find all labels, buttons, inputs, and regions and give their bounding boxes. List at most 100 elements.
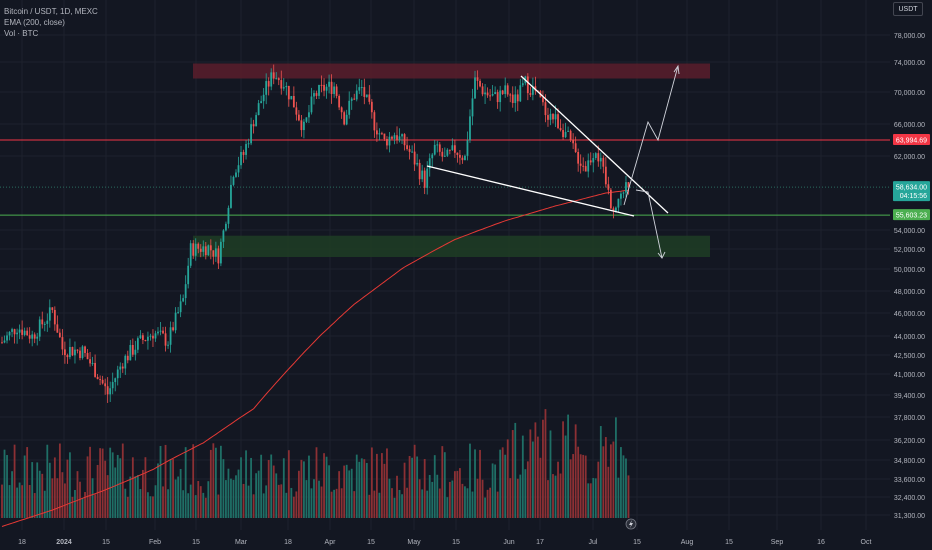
volume-bar — [325, 456, 328, 518]
volume-bar — [1, 484, 3, 518]
volume-bar — [594, 478, 597, 518]
volume-bar — [388, 478, 391, 518]
ema-legend-label[interactable]: EMA (200, close) — [4, 18, 65, 27]
candle-body — [375, 130, 378, 135]
candle-body — [111, 382, 114, 389]
volume-bar — [401, 494, 403, 518]
volume-bar — [363, 459, 366, 518]
candle-body — [519, 85, 522, 102]
candle-body — [567, 130, 569, 132]
candle-body — [33, 334, 36, 339]
candle-body — [486, 92, 489, 96]
candle-body — [227, 207, 230, 224]
candle-body — [531, 86, 534, 95]
candle-body — [577, 151, 580, 164]
candle-body — [360, 87, 363, 89]
candle-body — [587, 160, 590, 172]
volume-bar — [491, 463, 494, 518]
candle-body — [230, 184, 232, 208]
support-price-tag: 55,603.23 — [896, 213, 927, 220]
volume-bar — [84, 492, 86, 518]
candle-body — [516, 94, 519, 102]
currency-button[interactable]: USDT — [893, 2, 923, 16]
candle-body — [436, 144, 439, 146]
candle-body — [232, 176, 235, 185]
candle-body — [157, 331, 159, 334]
volume-bar — [136, 475, 139, 518]
volume-bar — [348, 470, 351, 518]
candle-body — [207, 245, 210, 256]
support-price-tag-bg — [893, 209, 930, 221]
candle-body — [197, 243, 200, 249]
volume-bar — [36, 462, 39, 518]
volume-bar — [328, 465, 330, 518]
volume-bar — [129, 476, 132, 518]
volume-bar — [471, 491, 474, 518]
volume-bar — [559, 473, 562, 518]
candle-body — [579, 163, 582, 166]
volume-bar — [285, 492, 288, 518]
candle-body — [255, 115, 258, 127]
candle-body — [501, 90, 504, 94]
volume-bar — [31, 462, 34, 518]
volume-bar — [453, 471, 456, 518]
candle-body — [270, 72, 273, 87]
candle-body — [214, 248, 217, 257]
volume-bar — [396, 475, 398, 518]
volume-bar — [519, 474, 522, 518]
candle-body — [71, 347, 74, 356]
volume-bar — [416, 456, 419, 518]
volume-bar — [526, 461, 529, 518]
symbol-label[interactable]: Bitcoin / USDT, 1D, MEXC — [4, 7, 98, 16]
volume-bar — [21, 485, 24, 518]
volume-bar — [426, 490, 429, 518]
volume-bar — [119, 458, 122, 518]
y-tick-label: 37,800.00 — [894, 415, 925, 422]
volume-bar — [209, 449, 212, 518]
candle-body — [313, 93, 315, 97]
volume-bar — [587, 483, 590, 518]
volume-bar — [280, 484, 283, 518]
volume-bar — [76, 471, 79, 518]
time-axis[interactable]: 18 2024 15 Feb 15 Mar 18 Apr 15 May 15 Jun 17 Jul 15 Au… — [18, 539, 871, 546]
volume-bar — [461, 483, 464, 518]
candle-body — [333, 86, 336, 94]
x-tick-label: 15 — [367, 539, 375, 546]
price-axis[interactable]: 78,000.00 74,000.00 70,000.00 66,000.00 62,0… — [894, 33, 925, 520]
volume-bar — [484, 497, 486, 518]
candle-body — [217, 248, 220, 264]
candle-body — [554, 114, 557, 120]
bullish-projection — [623, 65, 679, 206]
volume-bar — [169, 459, 172, 518]
candle-body — [43, 323, 46, 325]
candle-body — [53, 309, 56, 325]
volume-bar — [466, 488, 469, 518]
volume-bar — [16, 487, 18, 518]
candle-body — [1, 342, 3, 344]
volume-bar — [343, 465, 346, 518]
candle-body — [51, 307, 54, 310]
support-zone — [193, 235, 710, 257]
volume-bar — [235, 475, 237, 518]
candle-body — [305, 117, 308, 122]
x-tick-label: 18 — [18, 539, 26, 546]
candle-body — [491, 94, 494, 96]
volume-bar — [247, 485, 250, 518]
volume-bar — [308, 455, 310, 518]
candle-body — [612, 208, 615, 212]
volume-bar — [433, 455, 436, 518]
candle-body — [189, 243, 192, 266]
volume-legend-label[interactable]: Vol · BTC — [4, 29, 39, 38]
volume-bar — [58, 443, 61, 518]
candle-body — [504, 85, 507, 94]
volume-bar — [41, 473, 44, 518]
candle-body — [325, 86, 328, 91]
candle-body — [74, 349, 76, 356]
volume-bar — [318, 480, 320, 518]
candle-body — [594, 153, 597, 158]
volume-bar — [255, 473, 258, 518]
candle-body — [134, 349, 137, 355]
volume-bar — [297, 470, 300, 518]
candle-body — [310, 96, 313, 113]
